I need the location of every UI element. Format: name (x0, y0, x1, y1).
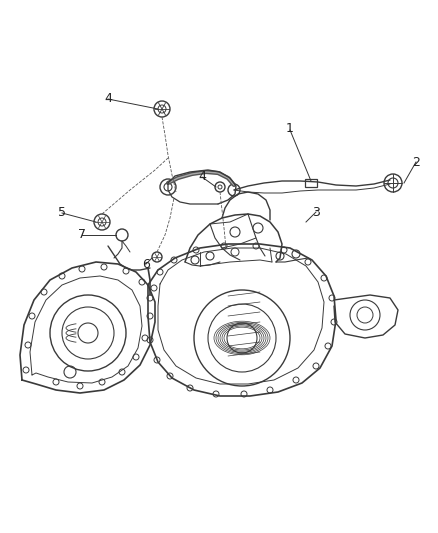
Text: 6: 6 (142, 257, 150, 271)
Text: 4: 4 (104, 93, 112, 106)
Text: 7: 7 (78, 229, 86, 241)
Text: 1: 1 (286, 122, 294, 134)
Text: 2: 2 (412, 156, 420, 168)
Text: 3: 3 (312, 206, 320, 219)
Text: 5: 5 (58, 206, 66, 220)
Text: 4: 4 (198, 171, 206, 183)
